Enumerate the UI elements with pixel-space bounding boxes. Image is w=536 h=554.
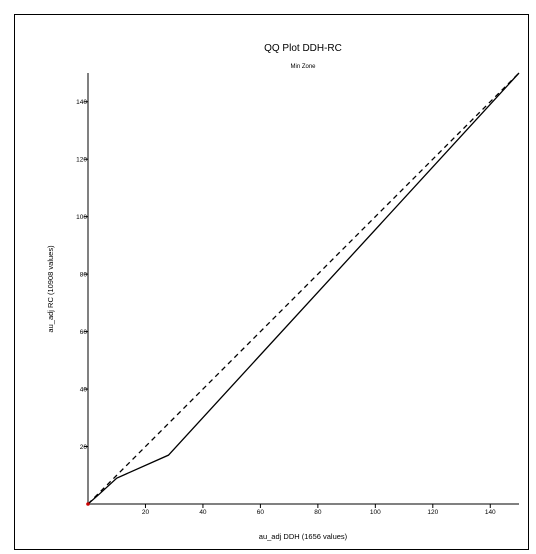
x-tick-label: 140 [485, 509, 496, 516]
series-group [86, 72, 520, 506]
x-tick-label: 20 [142, 509, 150, 516]
y-tick-label: 120 [76, 157, 87, 164]
chart-title: QQ Plot DDH-RC [264, 43, 342, 54]
x-tick-label: 120 [427, 509, 438, 516]
y-tick-label: 100 [76, 214, 87, 221]
axes [87, 73, 519, 505]
y-tick-label: 40 [80, 386, 88, 393]
y-tick-label: 20 [80, 444, 88, 451]
y-tick-label: 80 [80, 271, 88, 278]
y-axis-label: au_adj RC (10908 values) [46, 245, 55, 333]
x-tick-label: 40 [199, 509, 207, 516]
chart-subtitle: Min Zone [290, 64, 316, 70]
chart-frame [14, 14, 529, 550]
x-tick-label: 100 [370, 509, 381, 516]
y-tick-label: 60 [80, 329, 88, 336]
x-tick-label: 60 [257, 509, 265, 516]
origin-marker [86, 502, 90, 506]
ticks: 20 40 60 80 100 120 140 20 40 60 80 100 120 140 [76, 99, 496, 516]
x-axis-label: au_adj DDH (1656 values) [259, 532, 348, 541]
x-tick-label: 80 [314, 509, 322, 516]
qq-line [87, 72, 520, 505]
y-tick-label: 140 [76, 99, 87, 106]
reference-line [87, 72, 520, 505]
